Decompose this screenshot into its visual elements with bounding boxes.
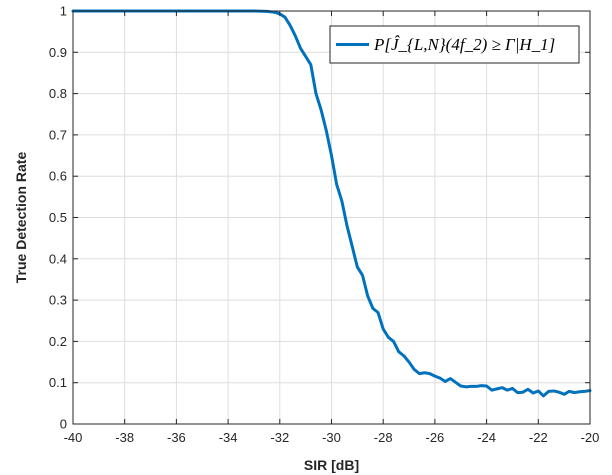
- y-tick-label: 0: [60, 417, 67, 432]
- y-tick-label: 0.3: [49, 293, 67, 308]
- y-tick-label: 0.1: [49, 375, 67, 390]
- ticks: -40 -38 -36 -34 -32 -30 -28 -26 -24 -22 -20 0 0.1 0.2…: [49, 4, 599, 446]
- y-tick-label: 0.9: [49, 45, 67, 60]
- y-tick-label: 0.4: [49, 251, 67, 266]
- y-tick-label: 0.5: [49, 210, 67, 225]
- x-tick-label: -22: [529, 430, 548, 445]
- legend: P[Ĵ_{L,N}(4f_2) ≥ Γ|H_1]: [329, 25, 580, 64]
- x-axis-title: SIR [dB]: [304, 457, 359, 473]
- x-tick-label: -32: [270, 430, 289, 445]
- y-axis-title: True Detection Rate: [13, 152, 29, 284]
- y-tick-label: 0.7: [49, 127, 67, 142]
- y-tick-label: 0.8: [49, 86, 67, 101]
- series-line: [71, 9, 592, 398]
- legend-label: P[Ĵ_{L,N}(4f_2) ≥ Γ|H_1]: [373, 35, 555, 54]
- legend-box: [329, 25, 580, 64]
- x-tick-label: -38: [115, 430, 134, 445]
- x-tick-label: -30: [322, 430, 341, 445]
- series-layer: [71, 9, 592, 398]
- y-tick-label: 0.2: [49, 334, 67, 349]
- x-tick-label: -26: [426, 430, 445, 445]
- x-tick-label: -36: [167, 430, 186, 445]
- x-tick-label: -24: [477, 430, 496, 445]
- x-tick-label: -20: [581, 430, 600, 445]
- x-tick-label: -34: [219, 430, 238, 445]
- y-tick-label: 0.6: [49, 169, 67, 184]
- y-tick-label: 1: [60, 4, 67, 19]
- x-tick-label: -40: [64, 430, 83, 445]
- x-tick-label: -28: [374, 430, 393, 445]
